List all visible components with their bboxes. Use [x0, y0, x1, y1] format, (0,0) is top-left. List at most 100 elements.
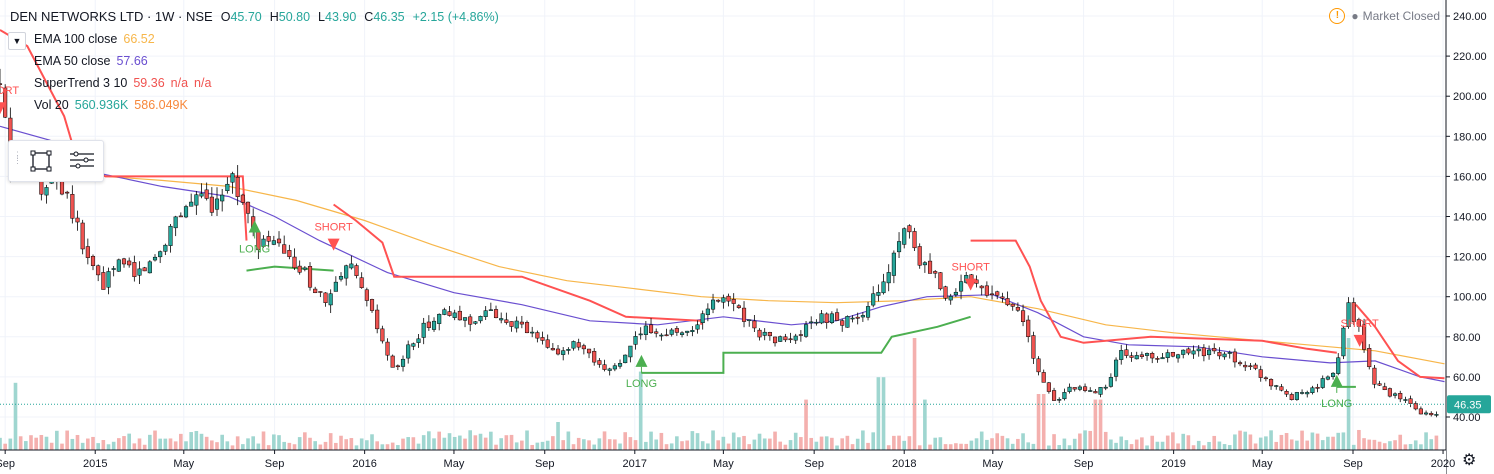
volume-bar [845, 435, 850, 450]
candle-body [943, 286, 948, 299]
volume-bar [127, 433, 131, 450]
candle-body [576, 342, 581, 348]
volume-bar [292, 444, 297, 450]
volume-bar [194, 430, 199, 450]
volume-bar [199, 433, 204, 450]
volume-bar [313, 441, 317, 450]
volume-bar [416, 443, 421, 450]
candle-body [757, 329, 762, 338]
candle-body [1077, 386, 1082, 390]
volume-bar [24, 441, 28, 450]
volume-bar [65, 430, 69, 450]
candle-body [917, 246, 922, 266]
volume-bar [153, 430, 157, 450]
volume-bar [504, 435, 509, 450]
long-signal-label: LONG [1321, 398, 1352, 410]
candle-body [876, 292, 881, 296]
volume-bar [1186, 435, 1191, 450]
volume-bar [1031, 443, 1036, 450]
volume-bar [592, 444, 597, 450]
candle-body [1010, 303, 1015, 307]
candle-body [958, 281, 964, 292]
candle-body [431, 320, 437, 330]
indicator-ema50[interactable]: EMA 50 close 57.66 [4, 50, 499, 72]
candle-body [1424, 412, 1429, 415]
chevron-down-icon[interactable]: ▼ [8, 32, 26, 50]
market-status[interactable]: ! ● Market Closed [1329, 8, 1440, 24]
candle-body [163, 244, 168, 252]
short-signal-arrow [327, 238, 340, 251]
volume-bar [1419, 444, 1423, 450]
candle-body [798, 334, 803, 336]
indicator-volume[interactable]: Vol 20 560.936K 586.049K [4, 94, 499, 116]
candle-body [1155, 358, 1160, 360]
volume-bar [385, 444, 390, 450]
volume-bar [1098, 399, 1103, 450]
gear-icon[interactable]: ⚙ [1462, 452, 1477, 469]
volume-bar [80, 442, 85, 450]
candle-body [607, 368, 612, 371]
candle-body [1325, 376, 1330, 380]
candle-body [597, 360, 602, 365]
ohlc-open: O45.70 [220, 10, 262, 24]
volume-bar [137, 438, 142, 450]
candle-body [178, 215, 183, 218]
volume-bar [75, 434, 80, 450]
volume-bar [70, 438, 75, 450]
volume-bar [1124, 440, 1129, 450]
indicator-supertrend[interactable]: SuperTrend 3 10 59.36 n/a n/a [4, 72, 499, 94]
rectangle-select-icon[interactable] [29, 149, 53, 173]
volume-bar [1398, 434, 1403, 450]
volume-bar [566, 431, 571, 450]
ohlc-change: +2.15 (+4.86%) [412, 10, 499, 24]
volume-bar [1057, 445, 1062, 450]
candle-body [995, 291, 1000, 296]
volume-bar [297, 437, 302, 450]
drag-handle-icon[interactable]: ⋮ ⋮ [13, 150, 22, 165]
volume-bar [814, 441, 819, 450]
candle-body [1238, 362, 1243, 365]
floating-drawing-toolbar[interactable]: ⋮ ⋮ [8, 140, 104, 182]
volume-bar [380, 444, 385, 450]
long-signal-arrow [635, 354, 648, 367]
short-signal-arrow [964, 278, 977, 291]
candle-body [1046, 382, 1051, 392]
candle-body [1418, 408, 1423, 415]
candle-body [524, 322, 530, 334]
candle-body [767, 332, 772, 337]
candle-body [881, 281, 886, 294]
candle-body [271, 240, 276, 245]
candle-body [323, 292, 328, 303]
candle-body [690, 330, 695, 332]
volume-bar [277, 435, 281, 450]
candle-body [654, 331, 659, 334]
symbol-title[interactable]: DEN NETWORKS LTD · 1W · NSE [10, 9, 213, 24]
candle-body [111, 268, 116, 270]
price-tick-label: 100.00 [1453, 292, 1487, 304]
candle-body [628, 345, 633, 358]
volume-bar [117, 438, 121, 450]
candle-body [416, 338, 421, 343]
candle-body [938, 272, 943, 290]
candle-body [1217, 351, 1222, 357]
candle-body [814, 321, 819, 324]
volume-bar [478, 433, 483, 450]
candle-body [922, 262, 927, 266]
candle-body [674, 328, 679, 333]
warning-icon[interactable]: ! [1329, 8, 1346, 24]
candle-body [1057, 399, 1062, 401]
candle-body [829, 313, 834, 323]
indicator-ema100[interactable]: EMA 100 close 66.52 [4, 28, 499, 50]
list-settings-icon[interactable] [69, 149, 95, 173]
candle-body [721, 297, 726, 303]
volume-bar [1052, 434, 1056, 450]
candle-body [602, 364, 607, 370]
volume-bar [551, 436, 555, 450]
volume-bar [225, 441, 230, 450]
volume-bar [334, 442, 338, 450]
volume-bar [1362, 438, 1366, 450]
volume-bar [489, 431, 493, 450]
volume-bar [1145, 445, 1149, 450]
candle-body [1098, 387, 1103, 395]
volume-bar [509, 434, 514, 450]
